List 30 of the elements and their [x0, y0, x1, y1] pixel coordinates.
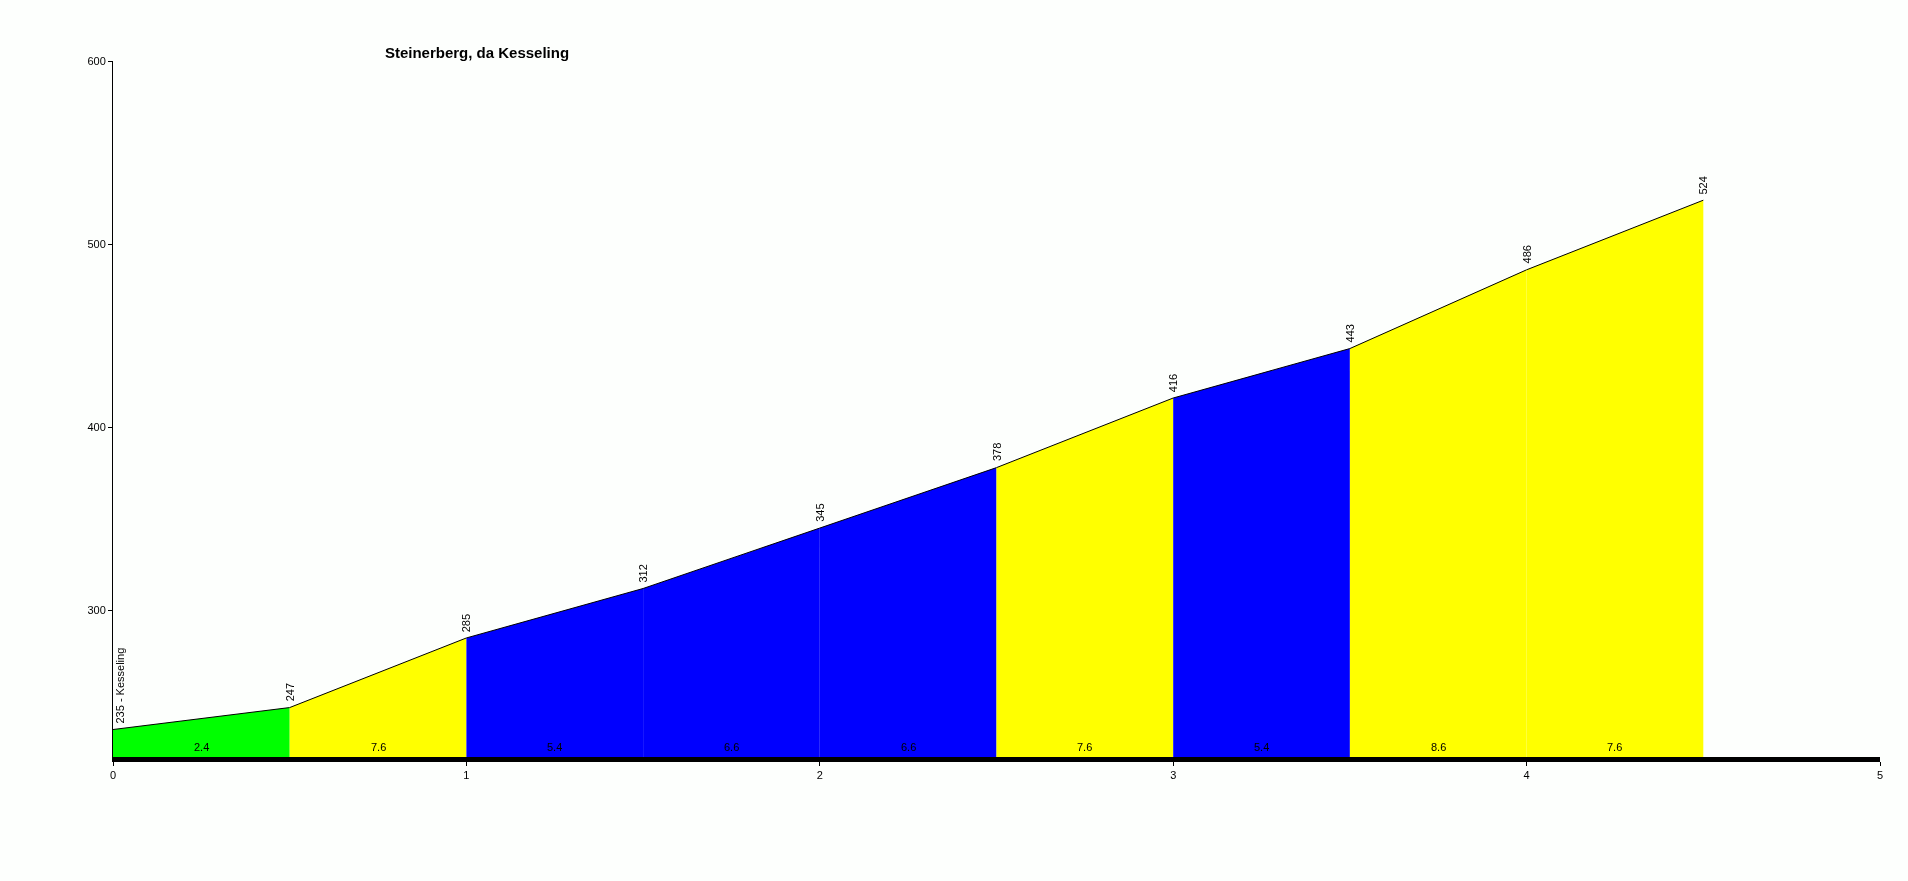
data-label: 285 [460, 613, 473, 633]
annotation: 8.6 [1431, 741, 1447, 753]
data-label: 312 [636, 564, 649, 583]
annotation: 5.4 [1254, 741, 1270, 753]
x-tick-label: 0 [109, 769, 117, 782]
annotation: 7.6 [371, 741, 387, 753]
x-tick-label: 4 [1523, 769, 1530, 782]
x-tick-label: 1 [463, 769, 470, 782]
chart-title: Steinerberg, da Kesseling [384, 44, 570, 62]
annotation: 7.6 [1607, 741, 1623, 753]
data-label: 345 [813, 503, 826, 522]
data-label: 235 - Kesseling [114, 647, 127, 724]
annotation: 6.6 [724, 741, 740, 753]
data-label: 524 [1697, 176, 1710, 195]
data-label: 443 [1344, 324, 1357, 343]
annotation: 5.4 [547, 741, 563, 753]
x-tick-label: 5 [1876, 769, 1884, 782]
data-label: 247 [284, 682, 297, 702]
y-tick-label: 500 [87, 238, 106, 251]
annotation: 2.4 [194, 741, 210, 753]
x-tick-label: 3 [1170, 769, 1177, 782]
y-tick-label: 400 [87, 421, 106, 434]
y-tick-label: 300 [87, 604, 106, 617]
data-label: 416 [1167, 373, 1180, 393]
x-tick-label: 2 [816, 769, 823, 782]
y-tick-label: 600 [87, 54, 106, 67]
data-label: 378 [990, 442, 1003, 462]
data-label: 486 [1520, 245, 1533, 264]
annotation: 7.6 [1077, 741, 1093, 753]
annotation: 6.6 [901, 741, 917, 753]
